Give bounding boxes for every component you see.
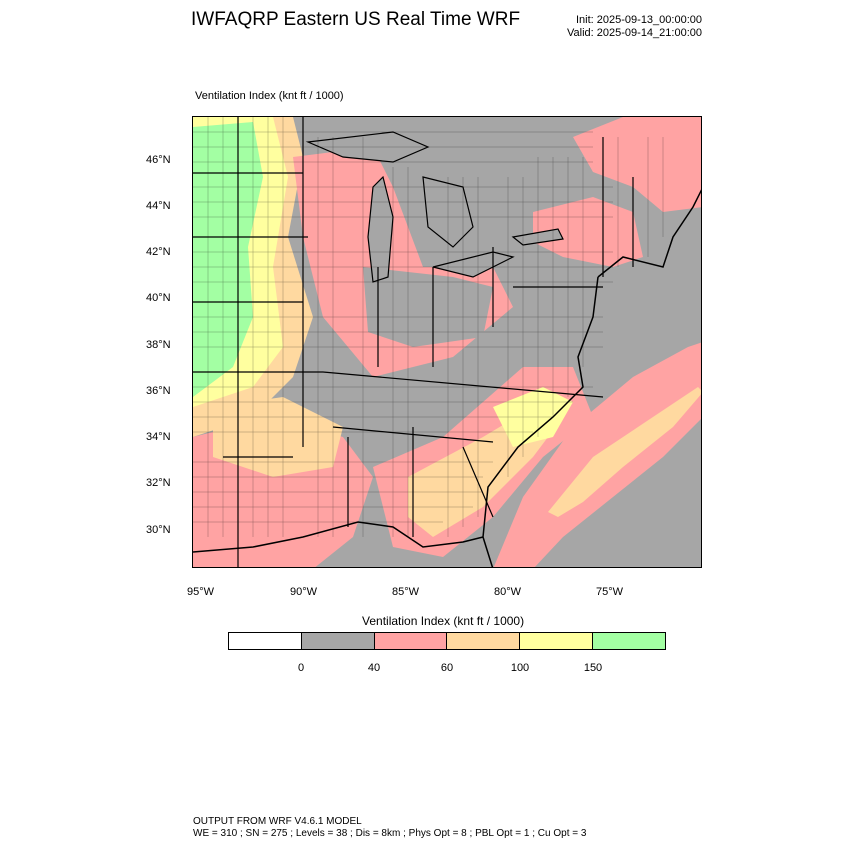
lon-label: 75°W — [596, 586, 624, 598]
lat-label: 38°N — [146, 339, 171, 351]
lon-label: 95°W — [187, 586, 215, 598]
colorbar-segment — [446, 633, 520, 649]
colorbar-segment — [373, 633, 447, 649]
colorbar-tick-label: 0 — [297, 662, 305, 674]
ne-coastline — [597, 189, 701, 278]
ocean-orange-zone — [548, 387, 701, 517]
lat-label: 36°N — [146, 385, 171, 397]
lat-label: 40°N — [146, 292, 171, 304]
colorbar-segment — [229, 633, 301, 649]
county-grid — [193, 117, 664, 537]
init-time: Init: 2025-09-13_00:00:00 — [576, 14, 702, 26]
west-green-zone — [193, 122, 263, 397]
colorbar-tick-label: 60 — [440, 662, 454, 674]
plot-title: IWFAQRP Eastern US Real Time WRF — [191, 9, 521, 30]
map-panel — [192, 116, 702, 568]
colorbar-tick-label: 40 — [367, 662, 381, 674]
lat-label: 30°N — [146, 524, 171, 536]
colorbar-segment — [519, 633, 593, 649]
lat-label: 42°N — [146, 246, 171, 258]
lake-michigan — [367, 175, 394, 283]
colorbar-segment — [300, 633, 374, 649]
model-info-line1: OUTPUT FROM WRF V4.6.1 MODEL — [193, 816, 362, 827]
lat-label: 32°N — [146, 477, 171, 489]
canada-pink-zone — [573, 117, 701, 212]
colorbar-title: Ventilation Index (knt ft / 1000) — [362, 614, 525, 628]
lat-label: 34°N — [146, 431, 171, 443]
model-info-line2: WE = 310 ; SN = 275 ; Levels = 38 ; Dis … — [193, 828, 587, 839]
map-canvas — [193, 117, 701, 567]
lat-label: 44°N — [146, 200, 171, 212]
lon-label: 85°W — [392, 586, 420, 598]
lat-label: 46°N — [146, 154, 171, 166]
colorbar — [228, 632, 666, 650]
ohio-valley-gray — [363, 267, 493, 347]
valid-time: Valid: 2025-09-14_21:00:00 — [567, 27, 702, 39]
northeast-pink-zone — [533, 197, 643, 267]
field-label: Ventilation Index (knt ft / 1000) — [195, 90, 344, 102]
lon-label: 80°W — [494, 586, 522, 598]
colorbar-tick-label: 100 — [510, 662, 530, 674]
gulf-coastline — [193, 521, 484, 553]
lon-label: 90°W — [290, 586, 318, 598]
colorbar-tick-label: 150 — [583, 662, 603, 674]
colorbar-segment — [592, 633, 665, 649]
